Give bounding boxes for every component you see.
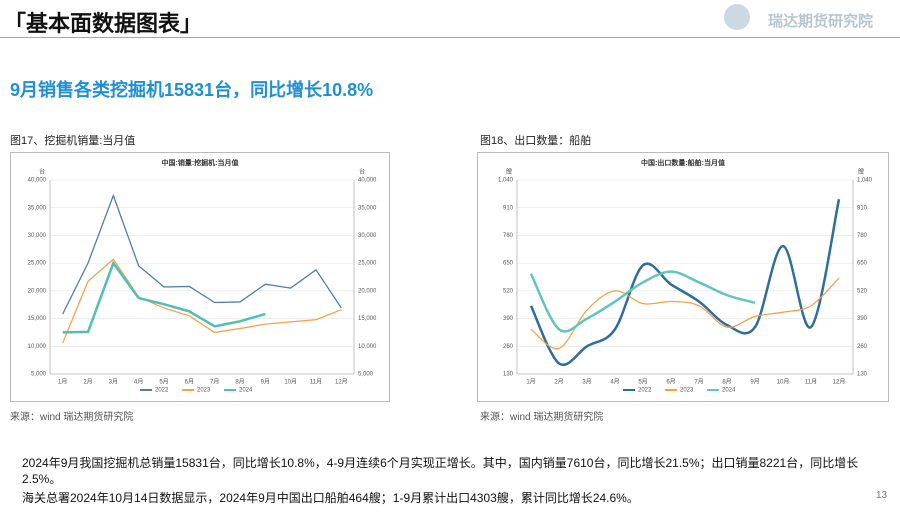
- x-tick-label: 12月: [335, 379, 348, 386]
- y-tick-label: 1,040: [498, 178, 514, 184]
- figure-caption: 图18、出口数量：船舶: [480, 135, 592, 147]
- y2-tick-label: 260: [857, 344, 868, 350]
- x-tick-label: 1月: [526, 379, 535, 386]
- series-line: [62, 260, 266, 334]
- x-tick-label: 11月: [805, 379, 817, 386]
- axis-unit: 台: [39, 168, 45, 176]
- y-tick-label: 10,000: [28, 344, 47, 350]
- chart-title: 中国:出口数量:船舶:当月值: [641, 158, 725, 167]
- y2-tick-label: 20,000: [358, 288, 377, 294]
- legend-label: 2022: [638, 388, 652, 394]
- x-tick-label: 8月: [722, 379, 731, 386]
- chart-title: 中国:销量:挖掘机:当月值: [162, 158, 239, 167]
- paragraph: 2024年9月我国挖掘机总销量15831台，同比增长10.8%，4-9月连续6个…: [22, 456, 859, 486]
- y-tick-label: 260: [503, 344, 514, 350]
- series-line: [62, 258, 342, 344]
- x-tick-label: 12月: [833, 379, 846, 386]
- y2-tick-label: 650: [857, 261, 868, 267]
- x-tick-label: 9月: [261, 379, 270, 386]
- x-tick-label: 6月: [666, 379, 675, 386]
- header-rule: [0, 37, 900, 38]
- series-line: [529, 270, 756, 333]
- y2-tick-label: 40,000: [358, 178, 377, 184]
- x-tick-label: 3月: [109, 379, 118, 386]
- x-tick-label: 6月: [185, 379, 194, 386]
- headline: 9月销售各类挖掘机15831台，同比增长10.8%: [10, 80, 374, 100]
- y-tick-label: 130: [503, 372, 514, 378]
- y2-tick-label: 1,040: [857, 178, 873, 184]
- y2-tick-label: 130: [857, 372, 868, 378]
- x-tick-label: 5月: [638, 379, 647, 386]
- y-tick-label: 780: [503, 233, 514, 239]
- y-tick-label: 5,000: [31, 372, 47, 378]
- x-tick-label: 8月: [235, 379, 244, 386]
- x-tick-label: 11月: [310, 379, 322, 386]
- y2-tick-label: 10,000: [358, 344, 377, 350]
- x-tick-label: 7月: [210, 379, 219, 386]
- y-tick-label: 520: [503, 288, 514, 294]
- y-tick-label: 35,000: [28, 205, 47, 211]
- y2-tick-label: 780: [857, 233, 868, 239]
- x-tick-label: 1月: [58, 379, 67, 386]
- source: 来源：wind 瑞达期货研究院: [10, 412, 134, 423]
- x-tick-label: 7月: [694, 379, 703, 386]
- series-line: [530, 277, 840, 350]
- y-tick-label: 30,000: [28, 233, 47, 239]
- series-line: [529, 198, 841, 367]
- x-tick-label: 5月: [159, 379, 168, 386]
- x-tick-label: 2月: [83, 379, 92, 386]
- y-tick-label: 40,000: [28, 178, 47, 184]
- x-tick-label: 3月: [582, 379, 591, 386]
- y-tick-label: 650: [503, 261, 514, 267]
- legend-label: 2023: [680, 388, 694, 394]
- legend-label: 2024: [239, 388, 253, 394]
- header-title: 「基本面数据图表」: [4, 11, 203, 36]
- y-tick-label: 390: [503, 316, 514, 322]
- x-tick-label: 4月: [610, 379, 619, 386]
- chart-frame: [477, 152, 889, 402]
- y2-tick-label: 25,000: [358, 261, 377, 267]
- axis-unit: 艘: [506, 168, 512, 176]
- legend-label: 2023: [197, 388, 211, 394]
- axis-unit: 台: [359, 168, 365, 176]
- page-number: 13: [876, 490, 888, 501]
- chart-frame: [10, 152, 390, 402]
- x-tick-label: 2月: [554, 379, 563, 386]
- legend-label: 2024: [722, 388, 736, 394]
- y2-tick-label: 30,000: [358, 233, 377, 239]
- y2-tick-label: 5,000: [358, 372, 374, 378]
- logo-icon: [724, 4, 750, 30]
- y-tick-label: 20,000: [28, 288, 47, 294]
- x-tick-label: 10月: [777, 379, 790, 386]
- axis-unit: 艘: [858, 168, 864, 176]
- y2-tick-label: 910: [857, 205, 868, 211]
- paragraph: 海关总署2024年10月14日数据显示，2024年9月中国出口船舶464艘；1-…: [22, 491, 639, 505]
- source: 来源：wind 瑞达期货研究院: [480, 412, 604, 423]
- figure-caption: 图17、挖掘机销量:当月值: [10, 135, 136, 147]
- y-tick-label: 15,000: [28, 316, 47, 322]
- y2-tick-label: 390: [857, 316, 868, 322]
- series-line: [62, 193, 342, 315]
- y-tick-label: 25,000: [28, 261, 47, 267]
- y-tick-label: 910: [503, 205, 514, 211]
- x-tick-label: 10月: [284, 379, 297, 386]
- logo-text: 瑞达期货研究院: [768, 13, 874, 30]
- x-tick-label: 9月: [750, 379, 759, 386]
- y2-tick-label: 520: [857, 288, 868, 294]
- y2-tick-label: 15,000: [358, 316, 377, 322]
- y2-tick-label: 35,000: [358, 205, 377, 211]
- x-tick-label: 4月: [134, 379, 143, 386]
- legend-label: 2022: [155, 388, 169, 394]
